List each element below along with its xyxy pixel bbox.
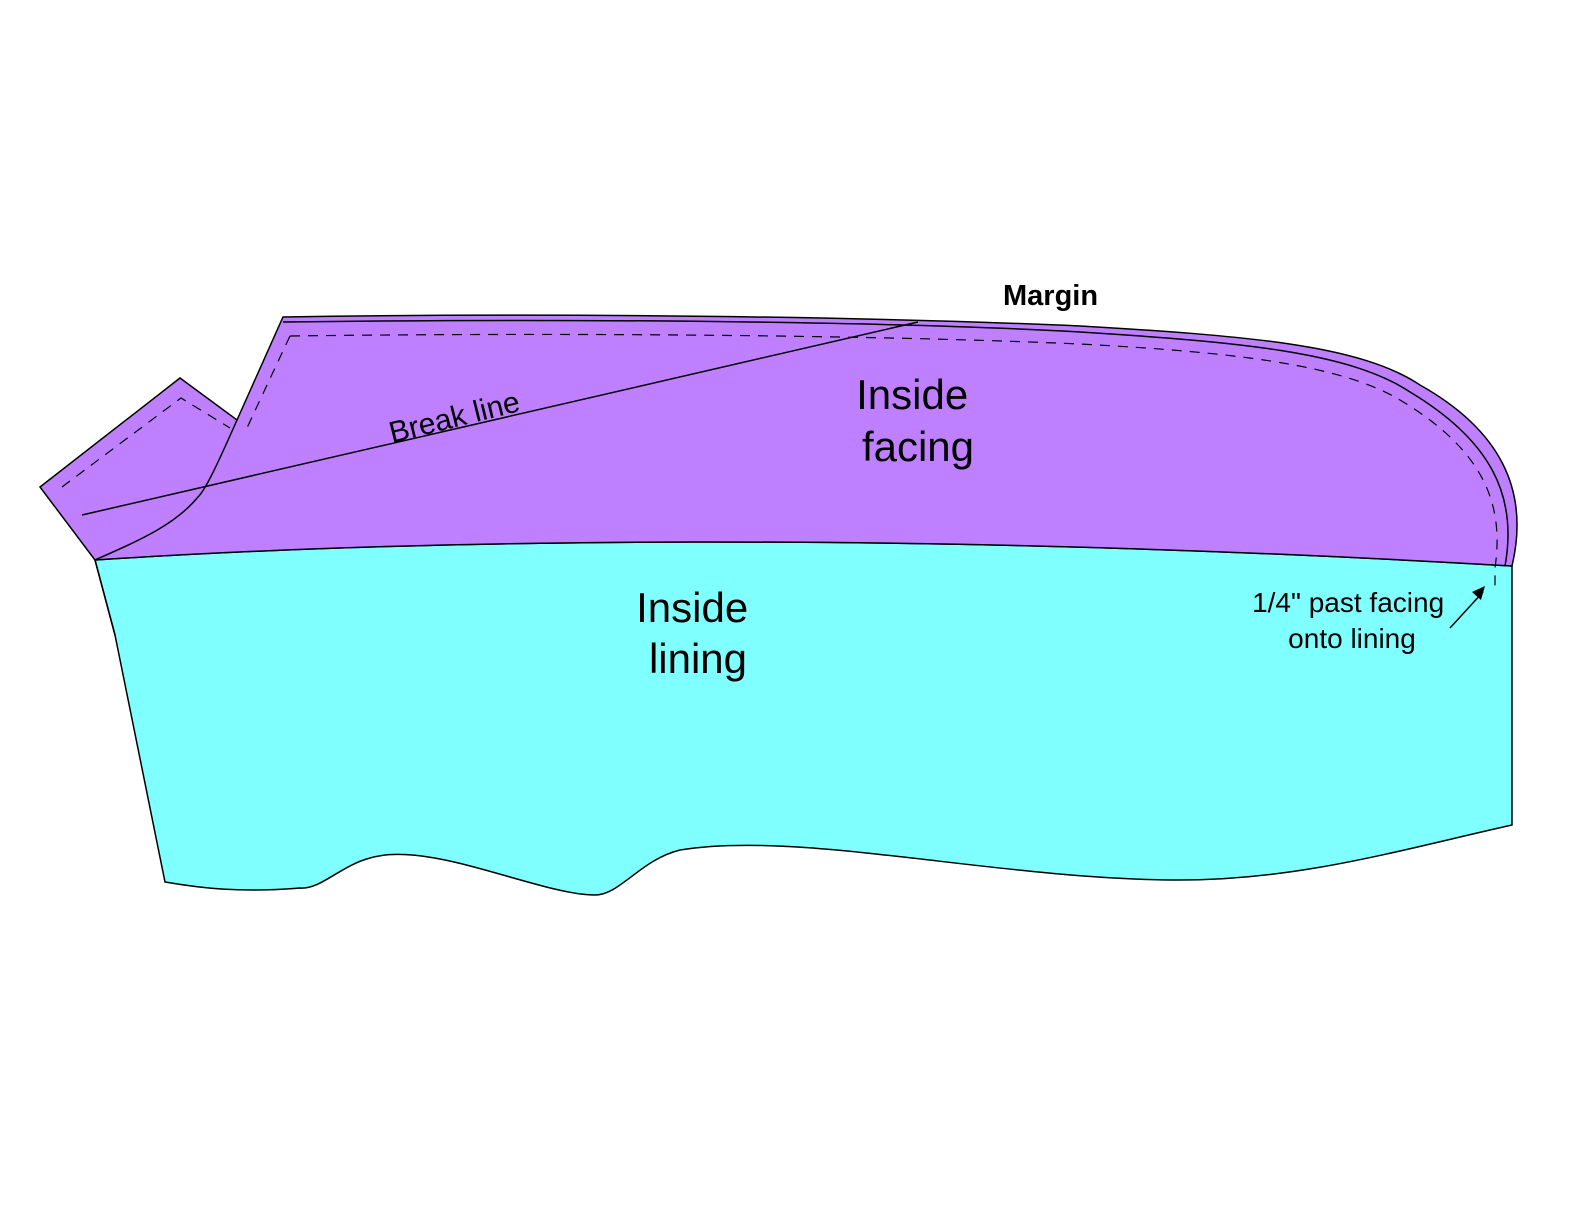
margin-outer-line bbox=[282, 319, 1509, 567]
inside-lining-label: Inside lining bbox=[636, 584, 760, 682]
inside-facing-line-1: Inside bbox=[856, 371, 968, 418]
quarter-inch-note: 1/4" past facing onto lining bbox=[1252, 587, 1452, 654]
seam-dashed-collar-upper bbox=[245, 335, 291, 431]
facing-piece bbox=[38, 314, 1518, 636]
margin-label: Margin bbox=[1003, 280, 1098, 312]
inside-facing-line-2: facing bbox=[862, 423, 974, 470]
inside-facing-label: Inside facing bbox=[856, 371, 980, 470]
inside-lining-line-2: lining bbox=[649, 635, 747, 682]
seam-dashed-line bbox=[289, 333, 1498, 590]
inside-lining-line-1: Inside bbox=[636, 584, 748, 631]
break-line bbox=[81, 321, 919, 516]
lapel-curve bbox=[94, 419, 238, 561]
note-line-1: 1/4" past facing bbox=[1252, 587, 1444, 618]
seam-dashed-collar-notch bbox=[61, 397, 231, 488]
note-arrow-line bbox=[1449, 591, 1484, 629]
note-line-2: onto lining bbox=[1288, 623, 1416, 654]
note-arrow-head bbox=[1472, 586, 1485, 600]
